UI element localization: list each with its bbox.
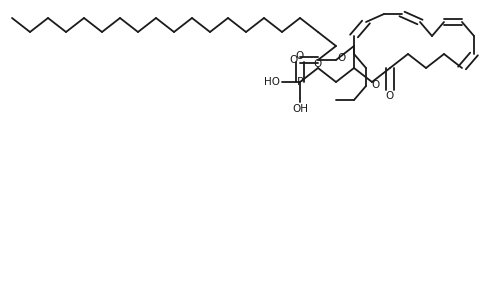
Text: O: O xyxy=(295,51,304,62)
Text: O: O xyxy=(337,54,346,63)
Text: O: O xyxy=(385,91,393,101)
Text: O: O xyxy=(313,59,322,69)
Text: O: O xyxy=(289,55,297,65)
Text: P: P xyxy=(296,77,303,87)
Text: OH: OH xyxy=(291,104,307,114)
Text: O: O xyxy=(371,80,379,90)
Text: HO: HO xyxy=(263,77,279,87)
